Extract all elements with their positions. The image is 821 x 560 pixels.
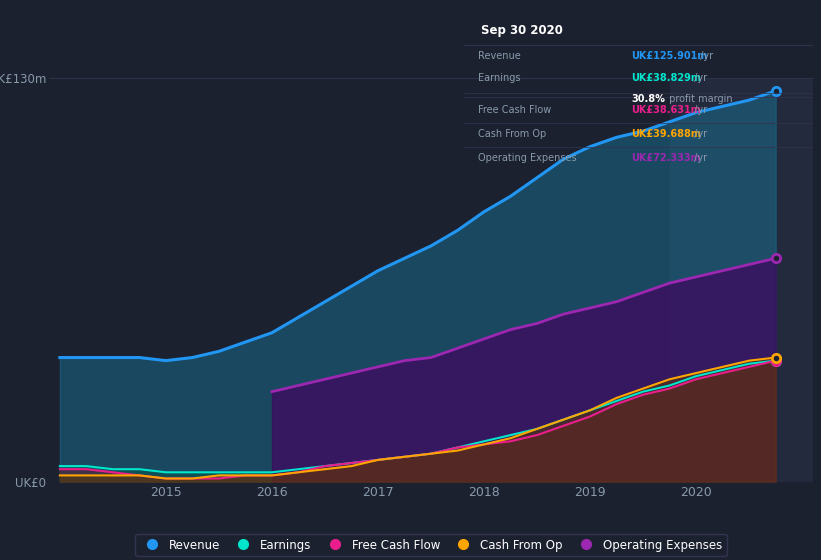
Text: UK£38.631m: UK£38.631m (631, 105, 701, 115)
Text: Free Cash Flow: Free Cash Flow (478, 105, 551, 115)
Text: UK£125.901m: UK£125.901m (631, 51, 708, 61)
Text: Operating Expenses: Operating Expenses (478, 153, 576, 163)
Text: /yr: /yr (690, 153, 707, 163)
Legend: Revenue, Earnings, Free Cash Flow, Cash From Op, Operating Expenses: Revenue, Earnings, Free Cash Flow, Cash … (135, 534, 727, 556)
Text: Revenue: Revenue (478, 51, 521, 61)
Text: UK£38.829m: UK£38.829m (631, 73, 701, 83)
Bar (670, 78, 813, 482)
Text: UK£39.688m: UK£39.688m (631, 129, 701, 139)
Text: /yr: /yr (690, 129, 707, 139)
Text: UK£72.333m: UK£72.333m (631, 153, 701, 163)
Text: 30.8%: 30.8% (631, 94, 665, 104)
Text: Earnings: Earnings (478, 73, 521, 83)
Text: /yr: /yr (690, 105, 707, 115)
Text: /yr: /yr (696, 51, 713, 61)
Text: /yr: /yr (690, 73, 707, 83)
Text: profit margin: profit margin (667, 94, 733, 104)
Text: Sep 30 2020: Sep 30 2020 (481, 24, 563, 37)
Text: Cash From Op: Cash From Op (478, 129, 546, 139)
